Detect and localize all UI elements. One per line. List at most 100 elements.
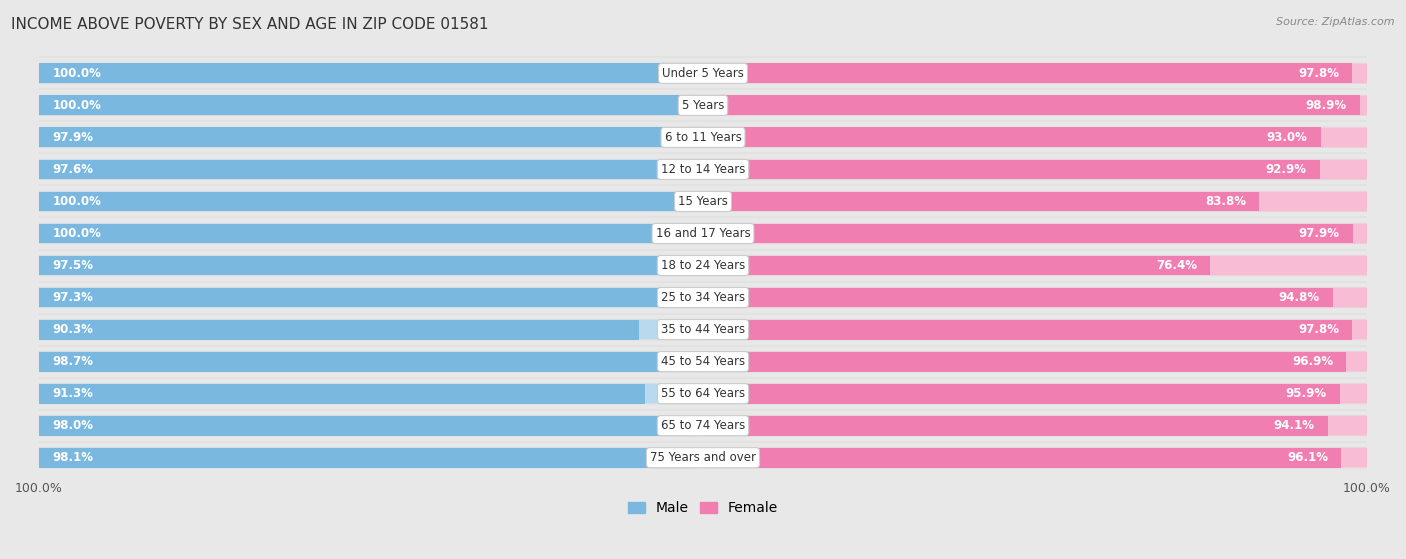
Text: 90.3%: 90.3% <box>52 323 93 336</box>
Text: 100.0%: 100.0% <box>52 227 101 240</box>
Text: Source: ZipAtlas.com: Source: ZipAtlas.com <box>1277 17 1395 27</box>
FancyBboxPatch shape <box>39 224 703 243</box>
FancyBboxPatch shape <box>39 96 703 115</box>
Text: 94.8%: 94.8% <box>1278 291 1319 304</box>
Text: 5 Years: 5 Years <box>682 99 724 112</box>
FancyBboxPatch shape <box>39 95 1367 116</box>
Text: 75 Years and over: 75 Years and over <box>650 451 756 464</box>
FancyBboxPatch shape <box>39 383 703 404</box>
Text: 97.8%: 97.8% <box>1298 67 1339 80</box>
FancyBboxPatch shape <box>39 287 1367 308</box>
Text: 96.1%: 96.1% <box>1286 451 1327 464</box>
Text: 96.9%: 96.9% <box>1292 355 1333 368</box>
FancyBboxPatch shape <box>39 352 703 372</box>
Bar <box>703 288 1333 307</box>
Bar <box>703 63 1353 83</box>
Text: 65 to 74 Years: 65 to 74 Years <box>661 419 745 432</box>
Text: 35 to 44 Years: 35 to 44 Years <box>661 323 745 336</box>
Bar <box>703 416 1327 435</box>
Text: 98.1%: 98.1% <box>52 451 93 464</box>
Text: 83.8%: 83.8% <box>1205 195 1246 208</box>
FancyBboxPatch shape <box>703 448 1367 468</box>
Text: 98.7%: 98.7% <box>52 355 93 368</box>
Bar <box>39 416 690 435</box>
FancyBboxPatch shape <box>39 288 703 307</box>
Text: 45 to 54 Years: 45 to 54 Years <box>661 355 745 368</box>
Text: 92.9%: 92.9% <box>1265 163 1306 176</box>
Text: 97.8%: 97.8% <box>1298 323 1339 336</box>
FancyBboxPatch shape <box>703 320 1367 339</box>
FancyBboxPatch shape <box>39 63 703 83</box>
Bar <box>703 352 1347 372</box>
FancyBboxPatch shape <box>703 416 1367 435</box>
FancyBboxPatch shape <box>703 127 1367 148</box>
Bar <box>39 448 690 468</box>
Bar <box>39 224 703 243</box>
Text: Under 5 Years: Under 5 Years <box>662 67 744 80</box>
Text: 6 to 11 Years: 6 to 11 Years <box>665 131 741 144</box>
Bar <box>703 255 1211 276</box>
Bar <box>39 288 685 307</box>
Bar <box>703 320 1353 339</box>
FancyBboxPatch shape <box>39 255 703 276</box>
Bar <box>703 96 1360 115</box>
Legend: Male, Female: Male, Female <box>623 496 783 521</box>
Text: 100.0%: 100.0% <box>52 67 101 80</box>
Text: 93.0%: 93.0% <box>1267 131 1308 144</box>
Text: 12 to 14 Years: 12 to 14 Years <box>661 163 745 176</box>
FancyBboxPatch shape <box>703 352 1367 372</box>
FancyBboxPatch shape <box>39 448 703 468</box>
FancyBboxPatch shape <box>39 319 1367 340</box>
FancyBboxPatch shape <box>703 255 1367 276</box>
FancyBboxPatch shape <box>39 63 1367 84</box>
Text: 97.9%: 97.9% <box>52 131 93 144</box>
Text: 95.9%: 95.9% <box>1285 387 1326 400</box>
Text: 98.9%: 98.9% <box>1305 99 1347 112</box>
Bar <box>39 320 638 339</box>
Text: 16 and 17 Years: 16 and 17 Years <box>655 227 751 240</box>
FancyBboxPatch shape <box>39 416 703 435</box>
Bar <box>703 224 1353 243</box>
Text: 91.3%: 91.3% <box>52 387 93 400</box>
Bar <box>703 127 1320 148</box>
Text: 98.0%: 98.0% <box>52 419 93 432</box>
Bar <box>39 96 703 115</box>
FancyBboxPatch shape <box>703 63 1367 83</box>
FancyBboxPatch shape <box>39 383 1367 404</box>
FancyBboxPatch shape <box>39 447 1367 468</box>
FancyBboxPatch shape <box>39 192 703 211</box>
Text: 25 to 34 Years: 25 to 34 Years <box>661 291 745 304</box>
FancyBboxPatch shape <box>39 223 1367 244</box>
Text: 97.5%: 97.5% <box>52 259 93 272</box>
FancyBboxPatch shape <box>703 192 1367 211</box>
Bar <box>703 448 1341 468</box>
Bar <box>39 192 703 211</box>
FancyBboxPatch shape <box>39 127 703 148</box>
FancyBboxPatch shape <box>703 159 1367 179</box>
Text: 100.0%: 100.0% <box>52 99 101 112</box>
Text: 55 to 64 Years: 55 to 64 Years <box>661 387 745 400</box>
Text: INCOME ABOVE POVERTY BY SEX AND AGE IN ZIP CODE 01581: INCOME ABOVE POVERTY BY SEX AND AGE IN Z… <box>11 17 489 32</box>
Text: 76.4%: 76.4% <box>1156 259 1197 272</box>
Text: 97.6%: 97.6% <box>52 163 93 176</box>
Text: 100.0%: 100.0% <box>52 195 101 208</box>
Text: 18 to 24 Years: 18 to 24 Years <box>661 259 745 272</box>
FancyBboxPatch shape <box>703 96 1367 115</box>
FancyBboxPatch shape <box>703 224 1367 243</box>
Bar <box>39 127 689 148</box>
Bar <box>703 192 1260 211</box>
Text: 94.1%: 94.1% <box>1274 419 1315 432</box>
Bar <box>39 255 686 276</box>
Bar <box>39 63 703 83</box>
Bar <box>39 352 695 372</box>
Bar <box>39 383 645 404</box>
FancyBboxPatch shape <box>703 288 1367 307</box>
FancyBboxPatch shape <box>39 191 1367 212</box>
Bar <box>703 159 1320 179</box>
FancyBboxPatch shape <box>39 255 1367 276</box>
FancyBboxPatch shape <box>39 159 703 179</box>
FancyBboxPatch shape <box>39 320 703 339</box>
FancyBboxPatch shape <box>39 127 1367 148</box>
FancyBboxPatch shape <box>703 383 1367 404</box>
Bar <box>39 159 688 179</box>
